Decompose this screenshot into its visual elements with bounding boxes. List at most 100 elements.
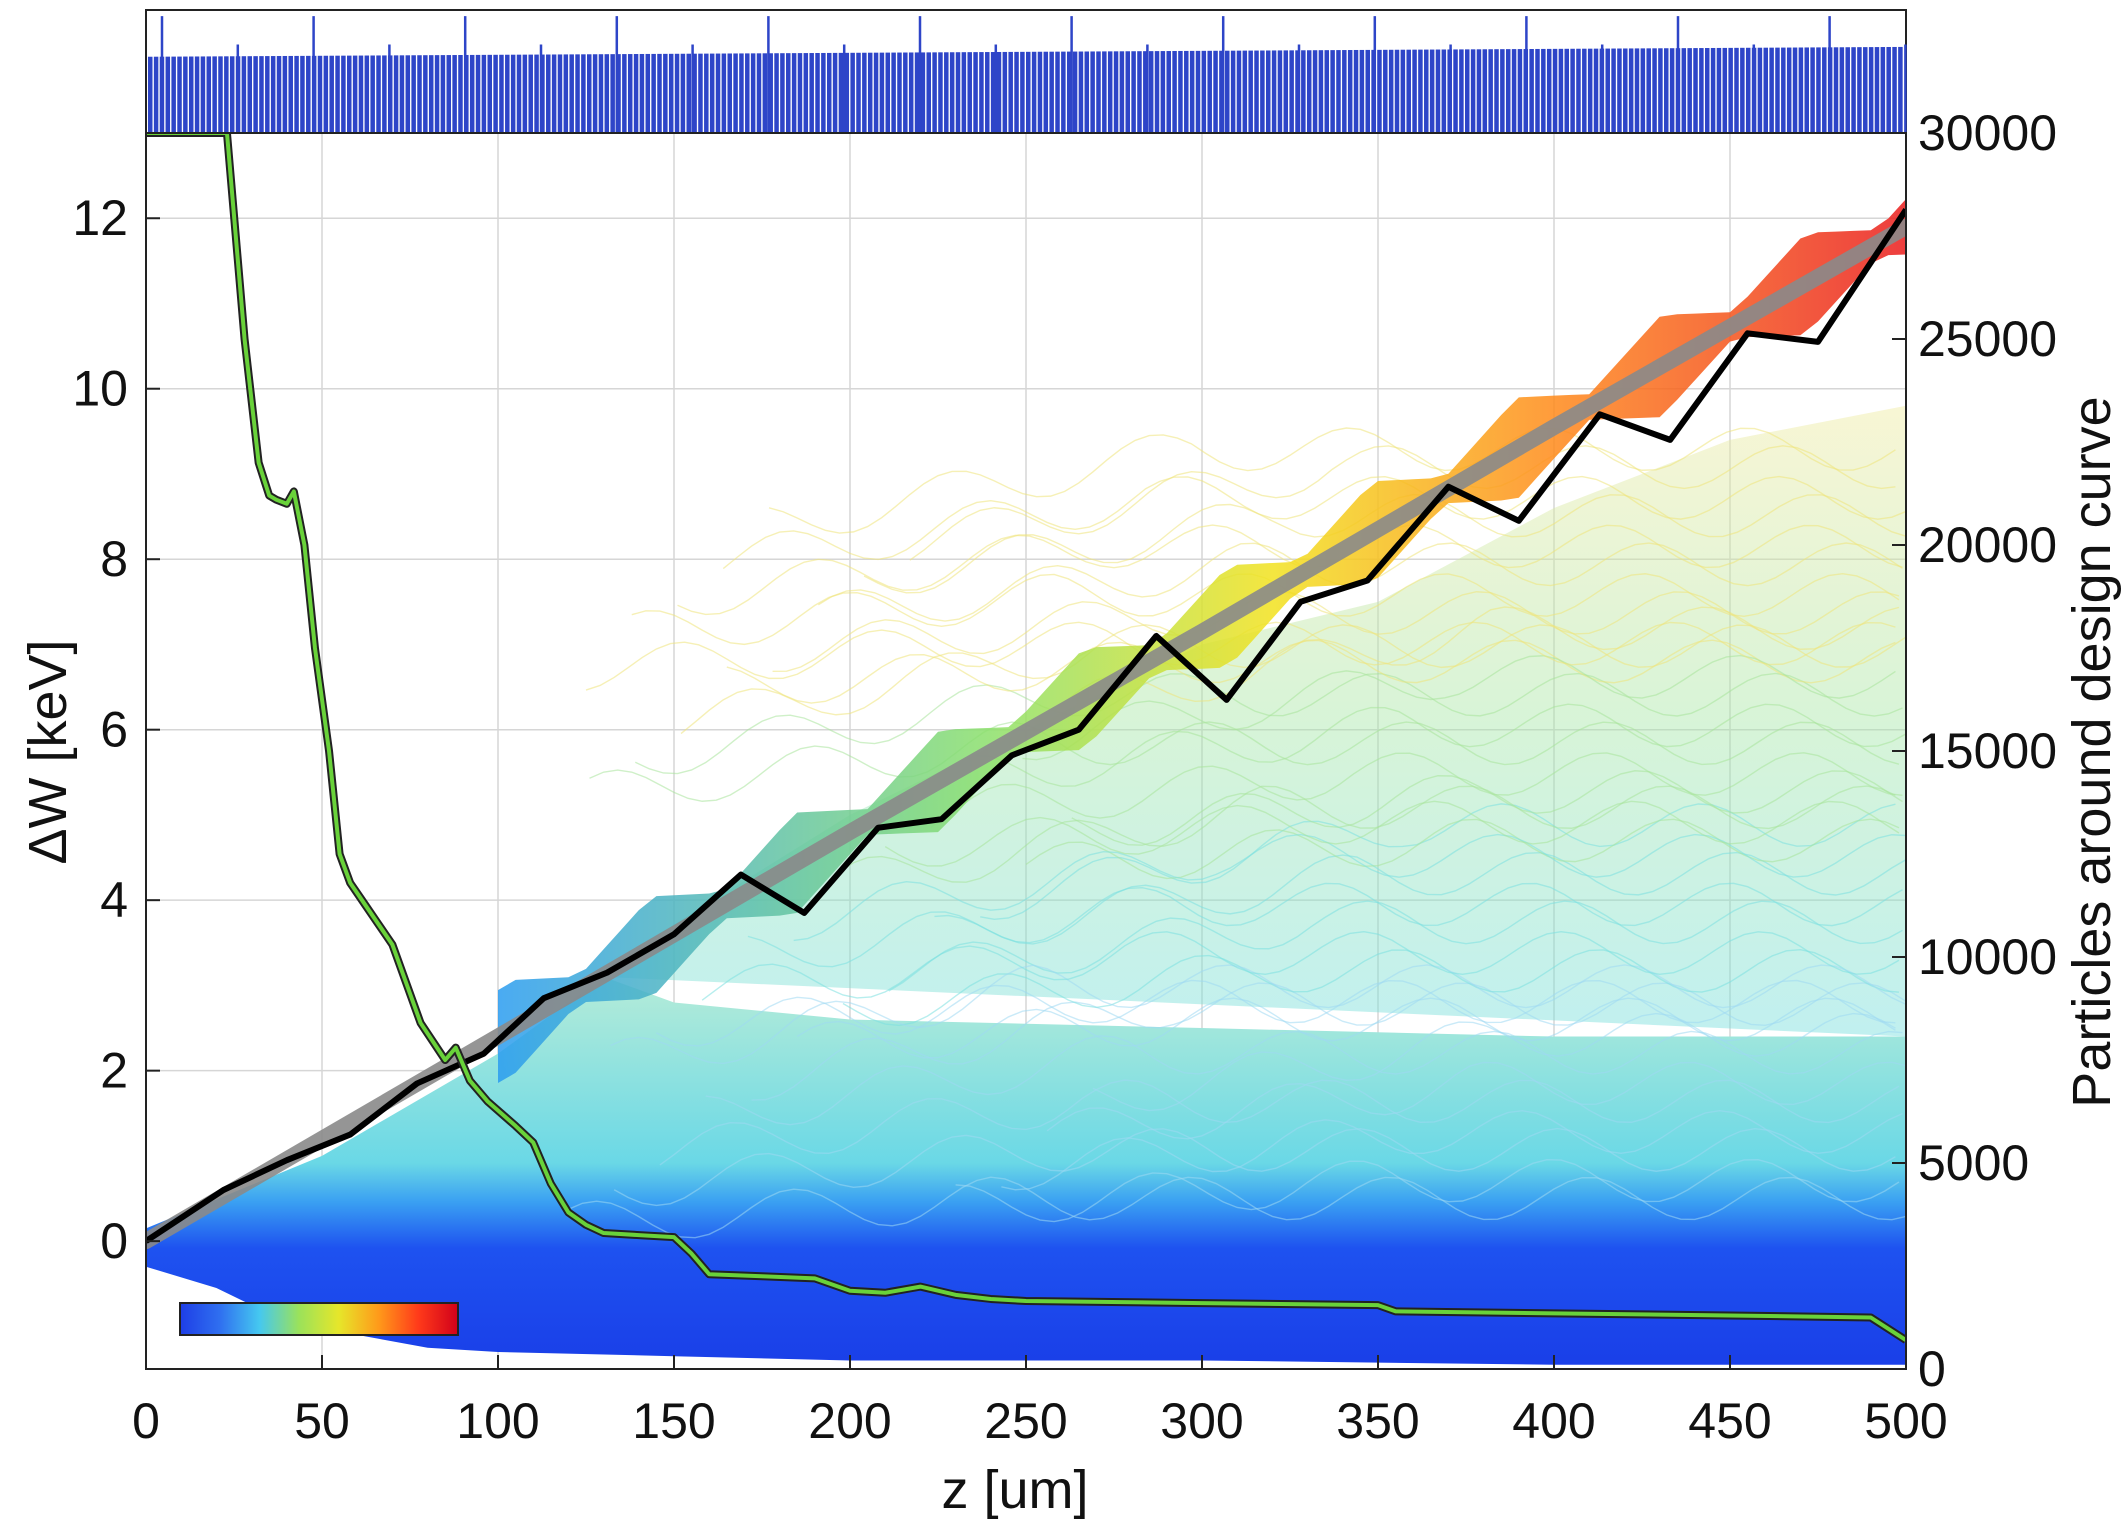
histogram-bar — [1500, 49, 1505, 133]
histogram-bar — [1400, 49, 1406, 134]
histogram-bar — [1078, 51, 1084, 134]
histogram-bar — [733, 53, 738, 133]
histogram-bar — [838, 52, 844, 133]
histogram-bar — [914, 52, 920, 133]
histogram-bar — [604, 54, 610, 134]
particle-trajectory — [701, 931, 1900, 1001]
histogram-bar — [1851, 47, 1856, 133]
particle-trajectory — [613, 1127, 1896, 1207]
histogram-bar — [581, 54, 586, 133]
particle-trajectory — [884, 800, 1900, 867]
top-histogram-strip — [145, 9, 1907, 134]
histogram-bar — [1687, 48, 1692, 133]
histogram-bar — [1166, 51, 1171, 133]
histogram-bar — [1107, 51, 1113, 133]
histogram-bar — [440, 55, 446, 133]
histogram-bar — [616, 54, 621, 134]
histogram-bar — [897, 52, 902, 134]
histogram-bar — [1061, 51, 1066, 133]
x-axis-title: z [um] — [941, 1460, 1088, 1520]
particle-trajectory — [980, 803, 1896, 921]
histogram-bar — [1611, 48, 1616, 133]
histogram-bar — [598, 54, 604, 133]
histogram-bar — [1084, 51, 1090, 133]
histogram-bar — [1119, 51, 1125, 134]
histogram-bar — [1470, 49, 1476, 134]
histogram-bar — [949, 52, 955, 133]
histogram-bar — [1271, 50, 1277, 133]
histogram-bar — [358, 55, 364, 133]
histogram-bar — [1324, 50, 1330, 133]
histogram-bar — [973, 52, 978, 133]
particle-trajectory — [568, 1176, 1906, 1239]
histogram-bar — [944, 52, 949, 133]
histogram-bar — [194, 56, 200, 133]
histogram-bar — [1681, 48, 1687, 133]
histogram-bar — [592, 54, 598, 133]
histogram-bar — [1693, 48, 1698, 134]
histogram-bar — [563, 54, 569, 133]
histogram-bar — [1494, 49, 1499, 133]
histogram-bar — [651, 53, 656, 133]
y-tick-label: 10 — [72, 361, 128, 417]
histogram-bar — [903, 52, 908, 133]
histogram-bar — [1002, 51, 1008, 133]
y2-axis-title: Particles around design curve — [2062, 396, 2122, 1107]
histogram-bar — [1546, 48, 1552, 133]
histogram-bar — [165, 56, 171, 133]
histogram-bar — [1383, 49, 1388, 133]
y-tick-label: 6 — [100, 702, 128, 758]
histogram-bar — [1154, 51, 1160, 133]
histogram-bar — [932, 52, 937, 133]
y-tick-label: 4 — [100, 872, 128, 928]
histogram-bar — [1435, 49, 1441, 133]
particle-trajectory — [842, 949, 1900, 1027]
histogram-bar — [1096, 51, 1101, 133]
histogram-bar — [1008, 51, 1013, 134]
histogram-bar — [850, 52, 855, 133]
x-tick-label: 300 — [1160, 1393, 1243, 1449]
histogram-bar — [1775, 47, 1780, 134]
histogram-bar — [1388, 49, 1394, 133]
histogram-bar — [873, 52, 879, 133]
histogram-bar — [306, 55, 311, 133]
colorbar-gradient — [179, 1302, 459, 1336]
histogram-bar — [446, 55, 452, 133]
particle-trajectory — [839, 785, 1896, 883]
histogram-bar — [212, 56, 217, 134]
histogram-bar — [546, 54, 551, 134]
histogram-bar — [1336, 50, 1341, 133]
histogram-bar — [1102, 51, 1107, 133]
histogram-bar — [1476, 49, 1482, 133]
histogram-bar — [276, 56, 282, 133]
histogram-bar — [1219, 50, 1224, 134]
histogram-bar — [610, 54, 615, 133]
histogram-bar — [739, 53, 744, 133]
histogram-bar — [335, 55, 340, 133]
histogram-bar — [265, 56, 270, 133]
histogram-bar — [1763, 47, 1769, 134]
histogram-bar — [229, 56, 235, 133]
y-tick-label: 2 — [100, 1043, 128, 1099]
histogram-bar — [1634, 48, 1640, 133]
histogram-bar — [1810, 47, 1815, 133]
histogram-bar — [153, 56, 159, 133]
histogram-bar — [1781, 47, 1786, 133]
histogram-bar — [452, 55, 457, 133]
histogram-bar — [370, 55, 375, 133]
histogram-bar — [1582, 48, 1587, 134]
histogram-bar — [1072, 51, 1078, 133]
histogram-bar — [1880, 47, 1886, 133]
histogram-bar — [1312, 50, 1318, 133]
histogram-bar — [1628, 48, 1634, 133]
histogram-bar — [1833, 47, 1839, 134]
x-tick-label: 500 — [1864, 1393, 1947, 1449]
histogram-bar — [1055, 51, 1060, 133]
histogram-bar — [352, 55, 358, 134]
histogram-bar — [1207, 50, 1212, 133]
histogram-bar — [177, 56, 182, 133]
histogram-bar — [715, 53, 721, 134]
histogram-bar — [832, 52, 838, 133]
particle-trajectory — [589, 721, 1900, 802]
x-tick-label: 250 — [984, 1393, 1067, 1449]
